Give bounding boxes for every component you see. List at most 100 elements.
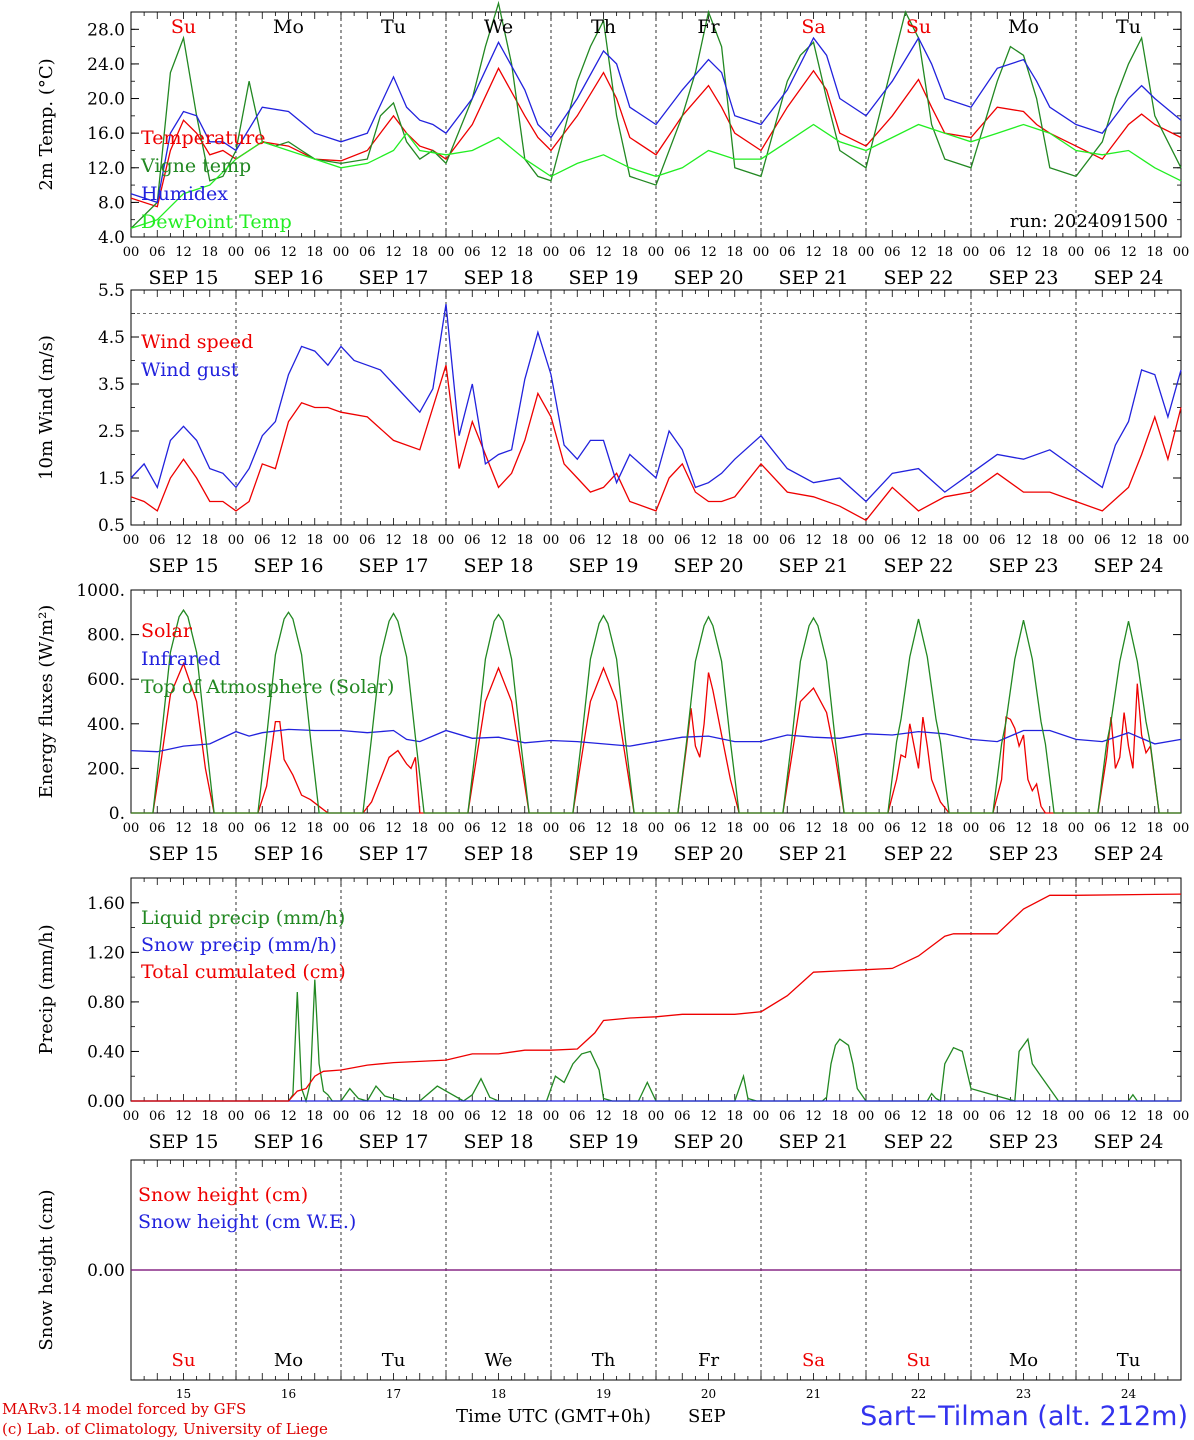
wind-hour-label: 12 [385,533,402,548]
energy-hour-label: 00 [1173,821,1190,836]
weekday-label-top: Mo [1008,16,1039,38]
temp-hour-label: 00 [1068,245,1085,260]
wind-hour-label: 06 [674,533,691,548]
weekday-label-top: Tu [381,16,406,38]
time-axis-label: Time UTC (GMT+0h) [456,1406,651,1427]
temp-hour-label: 06 [1094,245,1111,260]
energy-hour-label: 00 [648,821,665,836]
wind-hour-label: 12 [1120,533,1137,548]
energy-hour-label: 12 [385,821,402,836]
temp-hour-label: 06 [359,245,376,260]
energy-hour-label: 06 [149,821,166,836]
wind-hour-label: 18 [1146,533,1163,548]
temp-hour-label: 18 [726,245,743,260]
day-number-label: 15 [176,1387,191,1401]
temp-hour-label: 00 [963,245,980,260]
precip-hour-label: 06 [1094,1109,1111,1124]
day-number-label: 20 [701,1387,716,1401]
wind-y-tick-label: 0.5 [98,516,125,536]
temp-legend-entry: Vigne temp [140,155,251,177]
energy-hour-label: 00 [123,821,140,836]
energy-legend-entry: Solar [141,620,193,642]
energy-y-tick-label: 200. [87,759,125,779]
temp-hour-label: 18 [621,245,638,260]
wind-hour-label: 06 [569,533,586,548]
wind-hour-label: 06 [1094,533,1111,548]
precip-hour-label: 06 [254,1109,271,1124]
energy-date-label: SEP 23 [989,843,1059,865]
precip-y-tick-label: 1.20 [87,943,125,963]
precip-hour-label: 06 [569,1109,586,1124]
temp-hour-label: 18 [1041,245,1058,260]
temp-y-tick-label: 16.0 [87,124,125,144]
precip-legend-entry: Liquid precip (mm/h) [141,907,345,929]
temp-hour-label: 00 [753,245,770,260]
wind-hour-label: 18 [201,533,218,548]
energy-hour-label: 12 [805,821,822,836]
wind-hour-label: 12 [175,533,192,548]
precip-hour-label: 00 [1068,1109,1085,1124]
temp-hour-label: 12 [1015,245,1032,260]
temp-date-label: SEP 24 [1094,267,1164,289]
energy-hour-label: 00 [543,821,560,836]
wind-hour-label: 06 [464,533,481,548]
month-label: SEP [688,1406,726,1427]
energy-y-tick-label: 1000. [76,581,125,601]
energy-y-tick-label: 600. [87,670,125,690]
precip-y-tick-label: 0.80 [87,993,125,1013]
precip-date-label: SEP 19 [569,1131,639,1153]
temp-hour-label: 06 [779,245,796,260]
day-number-label: 17 [386,1387,401,1401]
energy-hour-label: 12 [175,821,192,836]
energy-y-tick-label: 800. [87,626,125,646]
precip-hour-label: 00 [543,1109,560,1124]
temp-y-tick-label: 12.0 [87,159,125,179]
precip-hour-label: 12 [385,1109,402,1124]
energy-hour-label: 12 [280,821,297,836]
energy-date-label: SEP 15 [149,843,219,865]
wind-hour-label: 18 [726,533,743,548]
energy-hour-label: 06 [1094,821,1111,836]
precip-date-label: SEP 21 [779,1131,849,1153]
precip-y-tick-label: 0.40 [87,1042,125,1062]
temp-date-label: SEP 16 [254,267,324,289]
wind-hour-label: 12 [805,533,822,548]
precip-hour-label: 18 [411,1109,428,1124]
energy-hour-label: 12 [490,821,507,836]
energy-frame [130,589,1182,814]
wind-hour-label: 00 [543,533,560,548]
day-number-label: 18 [491,1387,506,1401]
temp-hour-label: 18 [411,245,428,260]
weekday-label-bottom: We [485,1350,513,1371]
wind-hour-label: 18 [411,533,428,548]
temp-date-label: SEP 21 [779,267,849,289]
wind-hour-label: 00 [228,533,245,548]
energy-hour-label: 06 [569,821,586,836]
energy-hour-label: 18 [411,821,428,836]
temp-y-tick-label: 28.0 [87,20,125,40]
precip-hour-label: 12 [1120,1109,1137,1124]
weekday-label-top: We [484,16,513,38]
energy-date-label: SEP 18 [464,843,534,865]
temp-y-tick-label: 20.0 [87,90,125,110]
wind-hour-label: 00 [963,533,980,548]
energy-hour-label: 12 [700,821,717,836]
temp-date-label: SEP 18 [464,267,534,289]
wind-hour-label: 00 [1068,533,1085,548]
day-number-label: 21 [806,1387,821,1401]
wind-hour-label: 06 [149,533,166,548]
temp-hour-label: 12 [490,245,507,260]
precip-hour-label: 12 [175,1109,192,1124]
temp-y-axis-label: 2m Temp. (°C) [36,58,57,190]
energy-series-solar [131,661,1181,814]
precip-hour-label: 12 [280,1109,297,1124]
weekday-label-top: Mo [273,16,304,38]
precip-hour-label: 00 [753,1109,770,1124]
wind-legend-entry: Wind gust [141,359,239,381]
precip-y-axis-label: Precip (mm/h) [36,924,57,1054]
wind-hour-label: 00 [123,533,140,548]
energy-y-axis-label: Energy fluxes (W/m²) [36,605,57,799]
temp-hour-label: 12 [700,245,717,260]
credit-lab: (c) Lab. of Climatology, University of L… [2,1420,328,1438]
